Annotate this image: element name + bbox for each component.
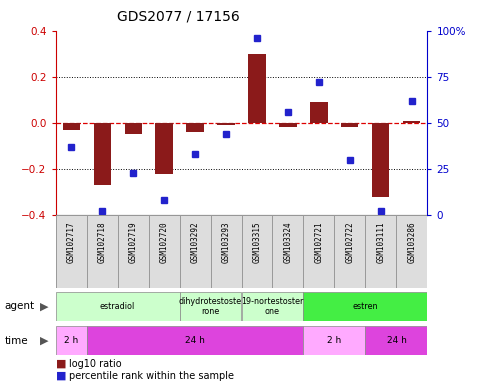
Text: GSM102720: GSM102720 bbox=[159, 221, 169, 263]
Bar bbox=[149, 215, 180, 288]
Bar bbox=[403, 121, 421, 123]
Bar bbox=[303, 215, 334, 288]
Text: percentile rank within the sample: percentile rank within the sample bbox=[69, 371, 234, 381]
Text: estren: estren bbox=[353, 302, 378, 311]
Text: GSM102719: GSM102719 bbox=[128, 221, 138, 263]
Bar bbox=[186, 123, 203, 132]
Bar bbox=[303, 292, 427, 321]
Bar bbox=[372, 123, 389, 197]
Text: ■: ■ bbox=[56, 359, 66, 369]
Text: GDS2077 / 17156: GDS2077 / 17156 bbox=[117, 10, 240, 23]
Bar bbox=[86, 215, 117, 288]
Bar bbox=[272, 215, 303, 288]
Text: GSM103292: GSM103292 bbox=[190, 221, 199, 263]
Bar bbox=[397, 215, 427, 288]
Text: GSM102722: GSM102722 bbox=[345, 221, 355, 263]
Bar bbox=[180, 292, 242, 321]
Text: time: time bbox=[5, 336, 28, 346]
Text: GSM103293: GSM103293 bbox=[222, 221, 230, 263]
Bar bbox=[56, 326, 86, 355]
Bar bbox=[341, 123, 358, 127]
Text: estradiol: estradiol bbox=[100, 302, 135, 311]
Bar bbox=[56, 215, 86, 288]
Text: GSM103324: GSM103324 bbox=[284, 221, 293, 263]
Bar bbox=[56, 292, 180, 321]
Bar bbox=[62, 123, 80, 130]
Text: ▶: ▶ bbox=[40, 301, 49, 311]
Bar bbox=[334, 215, 366, 288]
Bar bbox=[117, 215, 149, 288]
Text: 24 h: 24 h bbox=[386, 336, 406, 345]
Bar bbox=[86, 326, 303, 355]
Text: GSM103315: GSM103315 bbox=[253, 221, 261, 263]
Bar bbox=[217, 123, 235, 125]
Bar bbox=[94, 123, 111, 185]
Bar bbox=[211, 215, 242, 288]
Text: ▶: ▶ bbox=[40, 336, 49, 346]
Bar bbox=[366, 326, 427, 355]
Bar bbox=[156, 123, 172, 174]
Text: GSM102718: GSM102718 bbox=[98, 221, 107, 263]
Text: 2 h: 2 h bbox=[327, 336, 341, 345]
Bar bbox=[248, 54, 266, 123]
Bar bbox=[303, 326, 366, 355]
Bar bbox=[242, 215, 272, 288]
Text: GSM103111: GSM103111 bbox=[376, 221, 385, 263]
Text: ■: ■ bbox=[56, 371, 66, 381]
Text: agent: agent bbox=[5, 301, 35, 311]
Text: GSM102717: GSM102717 bbox=[67, 221, 75, 263]
Bar bbox=[280, 123, 297, 127]
Bar bbox=[242, 292, 303, 321]
Text: 19-nortestoster
one: 19-nortestoster one bbox=[242, 296, 304, 316]
Bar bbox=[125, 123, 142, 134]
Bar bbox=[180, 215, 211, 288]
Text: dihydrotestoste
rone: dihydrotestoste rone bbox=[179, 296, 242, 316]
Text: GSM102721: GSM102721 bbox=[314, 221, 324, 263]
Bar bbox=[366, 215, 397, 288]
Text: 2 h: 2 h bbox=[64, 336, 78, 345]
Bar bbox=[311, 102, 327, 123]
Text: log10 ratio: log10 ratio bbox=[69, 359, 122, 369]
Text: GSM103286: GSM103286 bbox=[408, 221, 416, 263]
Text: 24 h: 24 h bbox=[185, 336, 205, 345]
